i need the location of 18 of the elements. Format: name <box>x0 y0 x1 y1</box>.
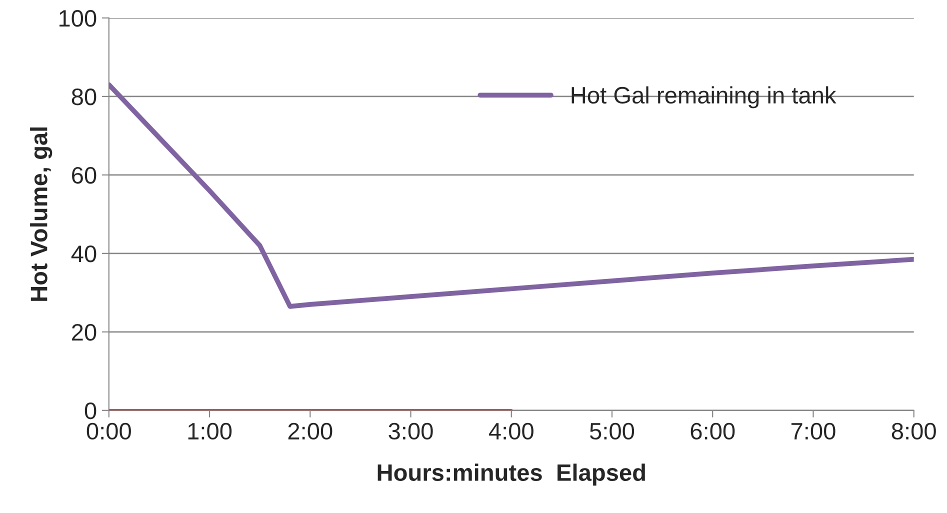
x-tick-label: 0:00 <box>86 422 131 440</box>
y-tick-label: 60 <box>72 167 96 184</box>
y-tick-label: 20 <box>72 324 96 341</box>
y-tick-label: 100 <box>60 10 96 27</box>
x-tick-label: 7:00 <box>791 422 836 440</box>
y-tick-label: 80 <box>72 88 96 106</box>
x-axis-title: Hours:minutes Elapsed <box>378 464 645 486</box>
x-tick-label: 3:00 <box>388 422 433 440</box>
x-tick-label: 8:00 <box>892 422 936 440</box>
y-tick-label: 0 <box>84 402 96 420</box>
legend-label: Hot Gal remaining in tank <box>572 86 836 108</box>
y-axis-title: Hot Volume, gal <box>30 128 52 301</box>
x-tick-label: 4:00 <box>488 422 534 440</box>
x-tick-label: 6:00 <box>690 422 735 440</box>
y-tick-label: 40 <box>71 245 96 262</box>
x-tick-label: 5:00 <box>590 422 634 440</box>
x-tick-label: 1:00 <box>188 422 232 440</box>
x-tick-label: 2:00 <box>288 422 332 440</box>
